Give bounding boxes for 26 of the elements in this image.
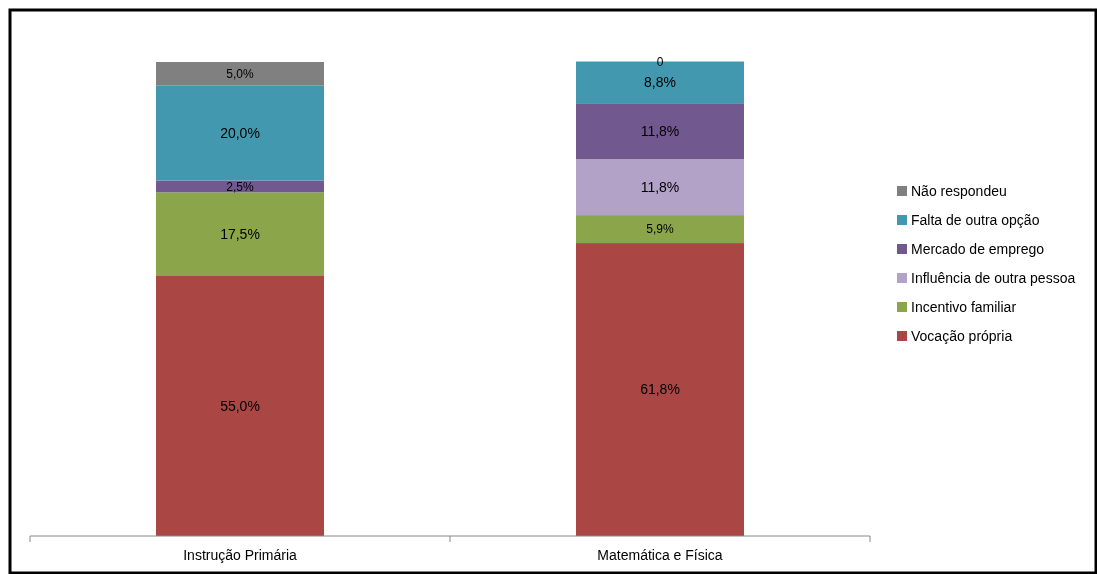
data-label: 11,8% xyxy=(640,123,680,140)
data-label: 17,5% xyxy=(220,225,260,242)
data-label: 55,0% xyxy=(220,397,260,414)
x-tick-label: Matemática e Física xyxy=(597,547,723,563)
data-label: 5,0% xyxy=(226,67,254,82)
bar xyxy=(576,243,744,536)
data-label: 8,8% xyxy=(644,74,676,91)
bar xyxy=(156,85,324,181)
legend-label: Vocação própria xyxy=(911,327,1013,344)
bar xyxy=(156,275,324,536)
data-label: 20,0% xyxy=(220,125,260,141)
data-label: 61,8% xyxy=(640,381,680,398)
data-label: 11,8% xyxy=(640,179,680,196)
legend-label: Mercado de emprego xyxy=(911,240,1045,257)
bar xyxy=(576,159,744,216)
legend-label: Falta de outra opção xyxy=(911,211,1040,228)
legend-label: Não respondeu xyxy=(911,182,1007,199)
x-tick-label: Instrução Primária xyxy=(183,547,298,563)
data-label: 5,9% xyxy=(646,222,674,237)
bar xyxy=(576,103,744,160)
legend-label: Influência de outra pessoa xyxy=(911,269,1076,286)
bar xyxy=(576,215,744,244)
bar xyxy=(156,192,324,276)
legend-label: Incentivo familiar xyxy=(911,298,1017,315)
data-label: 2,5% xyxy=(226,179,254,194)
bar xyxy=(156,62,324,86)
